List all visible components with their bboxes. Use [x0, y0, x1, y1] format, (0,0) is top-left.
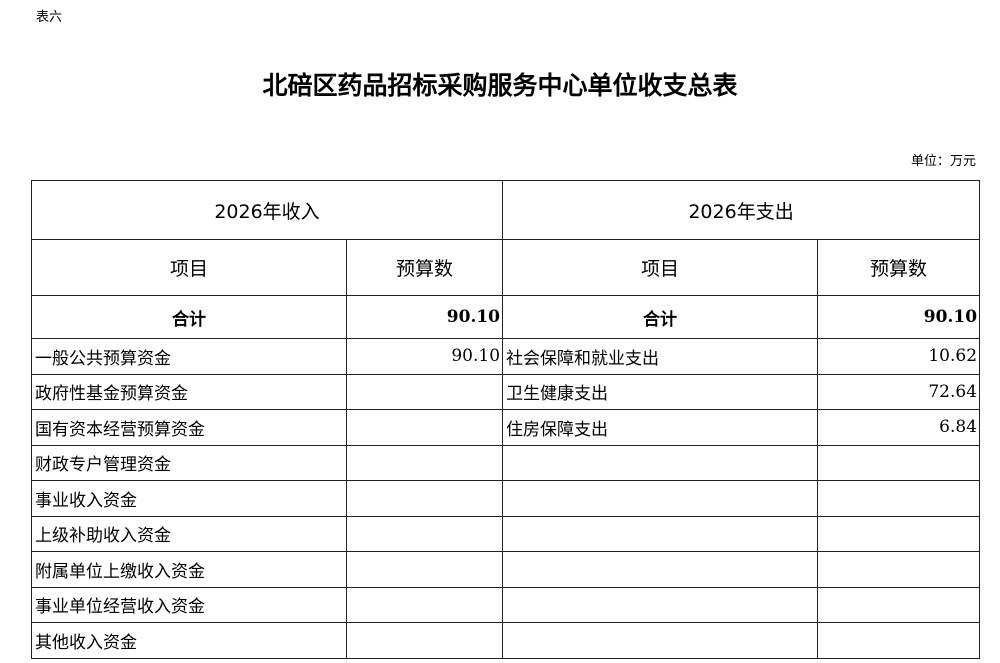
table-row: 附属单位上缴收入资金: [31, 551, 981, 588]
expense-value: [817, 515, 981, 552]
expense-value: 10.62: [817, 338, 981, 375]
unit-label: 单位：万元: [910, 154, 976, 169]
income-value: [345, 444, 504, 481]
expense-item: [502, 586, 819, 623]
expense-header: 2026年支出: [502, 180, 981, 240]
income-item: 事业单位经营收入资金: [31, 586, 347, 623]
income-item: 财政专户管理资金: [31, 444, 347, 481]
expense-value: [817, 586, 981, 623]
total-row: 合计 90.10 合计 90.10: [31, 295, 981, 339]
table-row: 国有资本经营预算资金 住房保障支出 6.84: [31, 409, 981, 446]
expense-total-label: 合计: [502, 295, 819, 339]
income-item: 上级补助收入资金: [31, 515, 347, 552]
income-item-header: 项目: [31, 239, 347, 296]
income-value: [345, 373, 504, 410]
expense-item: 社会保障和就业支出: [502, 338, 819, 375]
expense-item: 住房保障支出: [502, 409, 819, 446]
table-number-label: 表六: [36, 10, 63, 25]
column-header-row: 项目 预算数 项目 预算数: [31, 239, 981, 296]
income-value: [345, 409, 504, 446]
expense-item-header: 项目: [502, 239, 819, 296]
income-item: 国有资本经营预算资金: [31, 409, 347, 446]
page-title: 北碚区药品招标采购服务中心单位收支总表: [262, 71, 738, 100]
expense-value: 6.84: [817, 409, 981, 446]
income-item: 一般公共预算资金: [31, 338, 347, 375]
income-item: 其他收入资金: [31, 622, 347, 659]
expense-value: [817, 551, 981, 588]
income-budget-header: 预算数: [345, 239, 504, 296]
income-value: [345, 515, 504, 552]
income-item: 事业收入资金: [31, 480, 347, 517]
expense-item: [502, 622, 819, 659]
table-row: 事业单位经营收入资金: [31, 586, 981, 623]
expense-value: [817, 622, 981, 659]
income-value: [345, 622, 504, 659]
expense-item: [502, 551, 819, 588]
income-total-value: 90.10: [345, 295, 504, 339]
table-row: 一般公共预算资金 90.10 社会保障和就业支出 10.62: [31, 338, 981, 375]
expense-budget-header: 预算数: [817, 239, 981, 296]
expense-item: [502, 480, 819, 517]
table-row: 政府性基金预算资金 卫生健康支出 72.64: [31, 373, 981, 410]
expense-value: 72.64: [817, 373, 981, 410]
expense-total-value: 90.10: [817, 295, 981, 339]
income-value: 90.10: [345, 338, 504, 375]
income-item: 政府性基金预算资金: [31, 373, 347, 410]
expense-item: [502, 515, 819, 552]
budget-table: 2026年收入 2026年支出 项目 预算数 项目 预算数 合计 90.10 合…: [30, 180, 981, 659]
income-value: [345, 480, 504, 517]
income-header: 2026年收入: [30, 180, 504, 240]
table-row: 事业收入资金: [31, 480, 981, 517]
expense-value: [817, 444, 981, 481]
income-value: [345, 551, 504, 588]
table-row: 财政专户管理资金: [31, 444, 981, 481]
expense-value: [817, 480, 981, 517]
income-value: [345, 586, 504, 623]
table-row: 上级补助收入资金: [31, 515, 981, 552]
income-total-label: 合计: [31, 295, 347, 339]
expense-item: 卫生健康支出: [502, 373, 819, 410]
table-row: 其他收入资金: [31, 622, 981, 659]
section-header-row: 2026年收入 2026年支出: [30, 180, 981, 240]
income-item: 附属单位上缴收入资金: [31, 551, 347, 588]
expense-item: [502, 444, 819, 481]
